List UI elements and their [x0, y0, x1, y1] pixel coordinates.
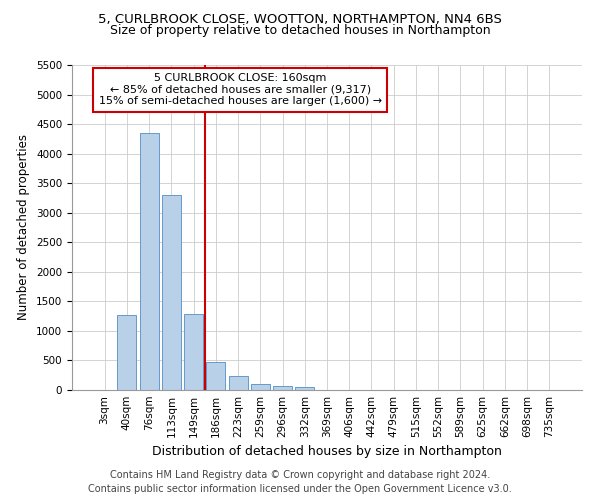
Bar: [229, 376, 248, 390]
Bar: [273, 386, 292, 390]
X-axis label: Distribution of detached houses by size in Northampton: Distribution of detached houses by size …: [152, 446, 502, 458]
Bar: [251, 384, 270, 390]
Bar: [140, 133, 158, 390]
Bar: [184, 314, 203, 390]
Text: Size of property relative to detached houses in Northampton: Size of property relative to detached ho…: [110, 24, 490, 37]
Bar: [118, 315, 136, 390]
Text: 5 CURLBROOK CLOSE: 160sqm
← 85% of detached houses are smaller (9,317)
15% of se: 5 CURLBROOK CLOSE: 160sqm ← 85% of detac…: [99, 73, 382, 106]
Text: 5, CURLBROOK CLOSE, WOOTTON, NORTHAMPTON, NN4 6BS: 5, CURLBROOK CLOSE, WOOTTON, NORTHAMPTON…: [98, 12, 502, 26]
Bar: [295, 387, 314, 390]
Y-axis label: Number of detached properties: Number of detached properties: [17, 134, 31, 320]
Bar: [162, 195, 181, 390]
Text: Contains HM Land Registry data © Crown copyright and database right 2024.
Contai: Contains HM Land Registry data © Crown c…: [88, 470, 512, 494]
Bar: [206, 362, 225, 390]
